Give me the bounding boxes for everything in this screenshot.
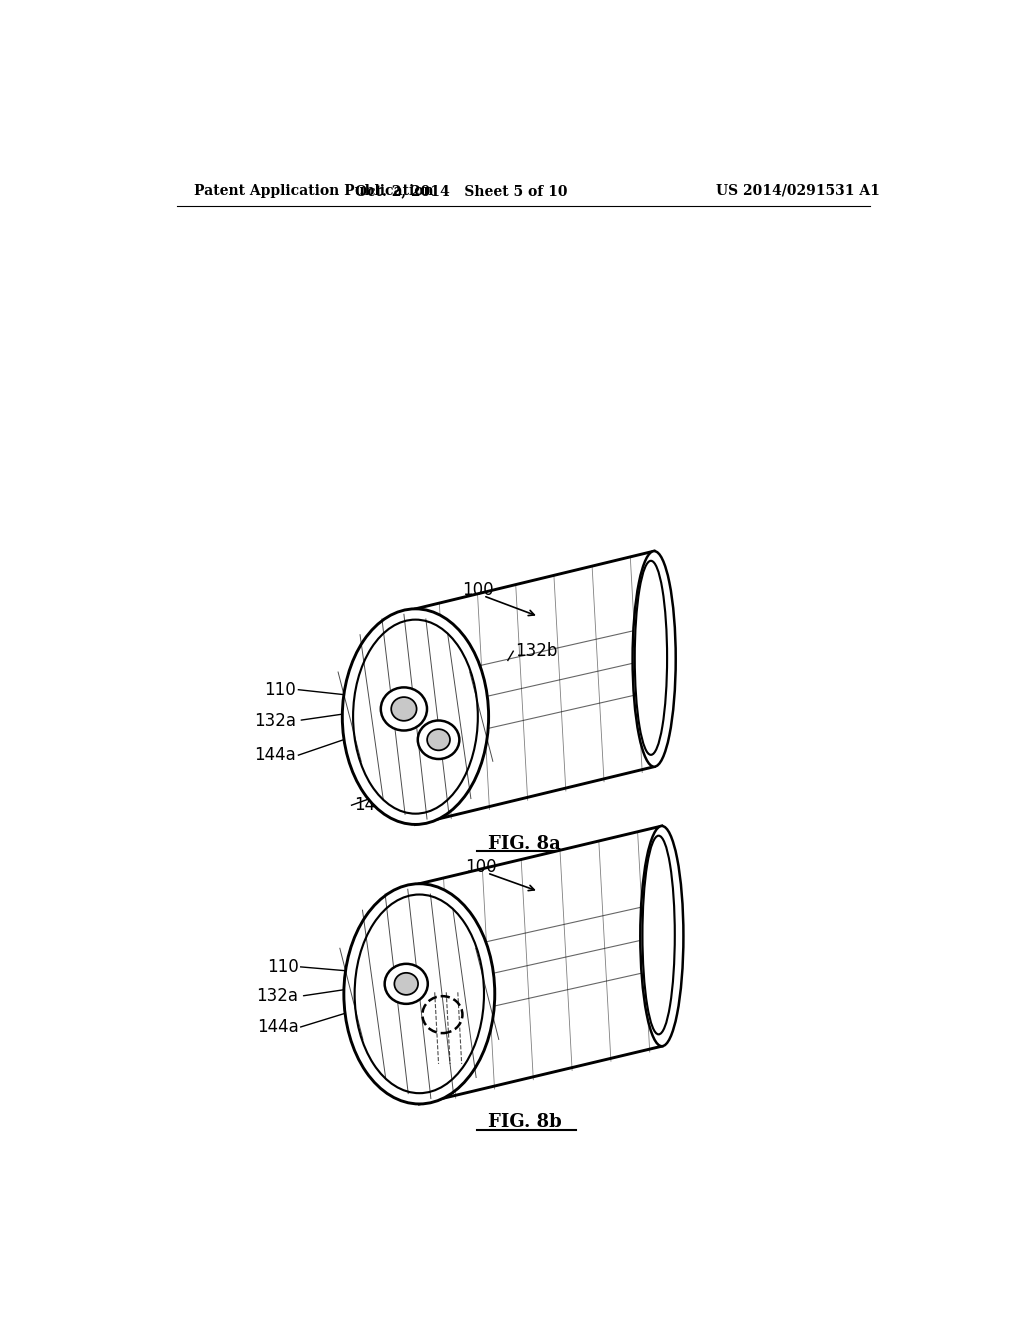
Text: Oct. 2, 2014   Sheet 5 of 10: Oct. 2, 2014 Sheet 5 of 10 [355, 183, 568, 198]
Text: 144a: 144a [257, 1018, 298, 1036]
Text: 132a: 132a [254, 711, 296, 730]
Ellipse shape [427, 729, 450, 750]
Text: 132b: 132b [515, 643, 558, 660]
Polygon shape [419, 826, 662, 1104]
Ellipse shape [385, 964, 428, 1003]
Text: 144a: 144a [254, 746, 296, 764]
Text: FIG. 8b: FIG. 8b [487, 1114, 562, 1131]
Text: 132a: 132a [256, 987, 298, 1005]
Text: 110: 110 [264, 681, 296, 698]
Ellipse shape [391, 697, 417, 721]
Ellipse shape [633, 552, 676, 767]
Ellipse shape [381, 688, 427, 730]
Text: FIG. 8a: FIG. 8a [488, 834, 561, 853]
Polygon shape [416, 552, 654, 825]
Text: Patent Application Publication: Patent Application Publication [194, 183, 433, 198]
Text: US 2014/0291531 A1: US 2014/0291531 A1 [716, 183, 880, 198]
Text: 132b: 132b [392, 1074, 435, 1093]
Text: 110: 110 [266, 958, 298, 975]
Ellipse shape [418, 721, 460, 759]
Ellipse shape [394, 973, 418, 995]
Ellipse shape [353, 619, 478, 813]
Text: 100: 100 [466, 858, 497, 875]
Text: 144b: 144b [354, 796, 396, 814]
Ellipse shape [344, 884, 495, 1104]
Ellipse shape [354, 895, 484, 1093]
Text: 100: 100 [462, 581, 494, 598]
Ellipse shape [342, 609, 488, 825]
Ellipse shape [640, 826, 683, 1047]
